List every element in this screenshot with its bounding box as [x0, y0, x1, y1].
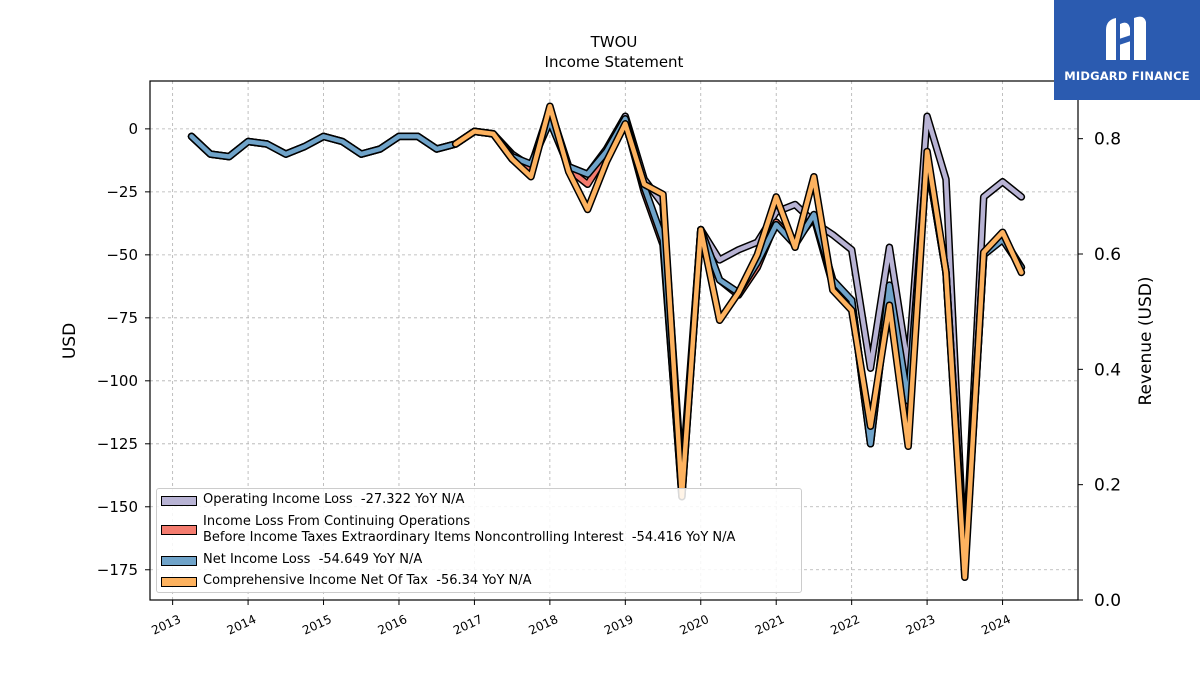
- y-axis-right-label: Revenue (USD): [1136, 276, 1156, 405]
- x-tick-label: 2018: [527, 612, 561, 638]
- y-right-tick-label: 0.2: [1094, 476, 1121, 496]
- plot-frame: [149, 80, 1079, 601]
- y-axis-label: USD: [60, 323, 80, 359]
- y-tick-label: −25: [106, 183, 138, 201]
- y-right-tick-label: 0.4: [1094, 360, 1121, 380]
- legend-swatch-comprehensive-income: [161, 577, 197, 587]
- x-axis: 2013 2014 2015 2016 2017 2018 2019 2020 2021 2022…: [149, 600, 1013, 638]
- chart-subtitle: Income Statement: [545, 53, 684, 71]
- y-right-tick-label: 0.0: [1094, 591, 1121, 611]
- legend-label-net-income: Net Income Loss -54.649 YoY N/A: [203, 552, 423, 567]
- legend-swatch-operating-income: [161, 496, 197, 506]
- y-tick-label: −150: [97, 498, 138, 516]
- midgard-finance-logo: MIDGARD FINANCE: [1054, 0, 1200, 100]
- x-tick-label: 2024: [979, 612, 1013, 638]
- legend-label-comprehensive-income: Comprehensive Income Net Of Tax -56.34 Y…: [203, 573, 532, 588]
- legend-label-income-continuing-ops: Income Loss From Continuing Operations B…: [203, 514, 736, 545]
- x-tick-label: 2017: [451, 612, 485, 638]
- series-lines: [187, 102, 1026, 582]
- legend-label-operating-income: Operating Income Loss -27.322 YoY N/A: [203, 492, 465, 507]
- x-tick-label: 2023: [904, 612, 938, 638]
- y-tick-label: −125: [97, 435, 138, 453]
- x-tick-label: 2019: [602, 612, 636, 638]
- y-right-tick-label: 0.6: [1094, 245, 1121, 265]
- midgard-logo-icon: [1106, 16, 1146, 61]
- y-tick-label: −50: [106, 246, 138, 264]
- x-tick-label: 2021: [753, 612, 787, 638]
- x-tick-label: 2014: [225, 612, 259, 638]
- series-line-3: [453, 103, 1024, 580]
- legend: Operating Income Loss -27.322 YoY N/A In…: [156, 488, 802, 593]
- chart-title: TWOU: [590, 33, 638, 51]
- x-tick-label: 2022: [828, 612, 862, 638]
- y-tick-label: 0: [128, 120, 138, 138]
- logo-brand-text: MIDGARD FINANCE: [1064, 69, 1190, 83]
- y-tick-label: −175: [97, 561, 138, 579]
- y-axis-right: 0.0 0.2 0.4 0.6 0.8: [1078, 130, 1121, 611]
- x-tick-label: 2020: [677, 612, 711, 638]
- y-tick-label: −75: [106, 309, 138, 327]
- y-right-tick-label: 0.8: [1094, 130, 1121, 150]
- x-tick-label: 2016: [376, 612, 410, 638]
- legend-swatch-income-continuing-ops: [161, 525, 197, 535]
- legend-swatch-net-income: [161, 556, 197, 566]
- x-tick-label: 2013: [149, 612, 183, 638]
- y-axis-left: 0 −25 −50 −75 −100 −125 −150 −175: [97, 120, 150, 579]
- y-tick-label: −100: [97, 372, 138, 390]
- x-tick-label: 2015: [300, 612, 334, 638]
